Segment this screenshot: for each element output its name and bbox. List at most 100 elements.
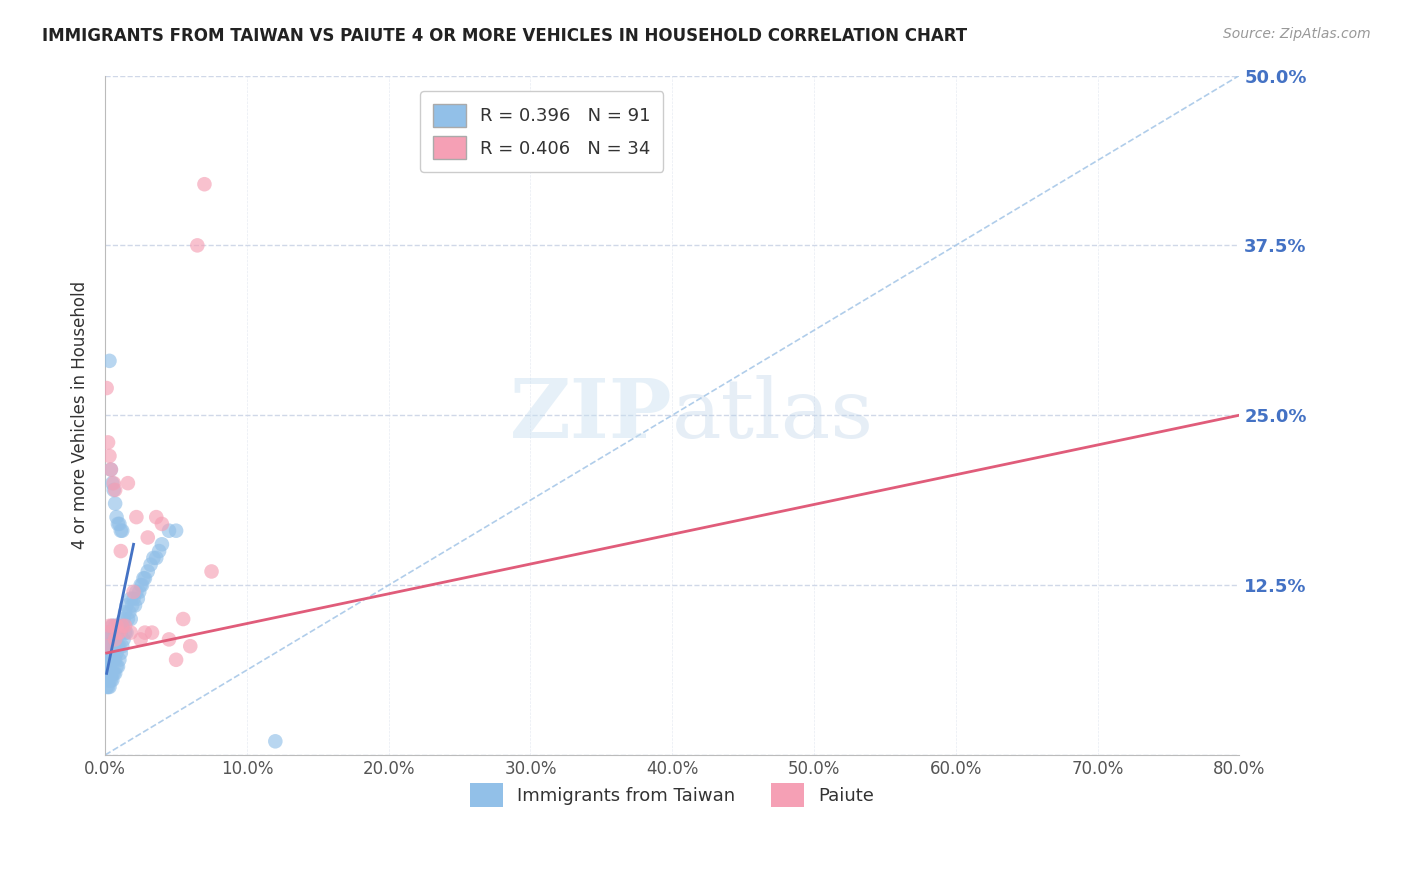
Legend: Immigrants from Taiwan, Paiute: Immigrants from Taiwan, Paiute (463, 776, 882, 814)
Point (105, 646, 128, 660)
Point (125, 585, 148, 599)
Point (131, 578, 153, 592)
Point (122, 585, 145, 599)
Point (129, 578, 152, 592)
Point (165, 524, 187, 538)
Point (97, 625, 120, 640)
Point (101, 653, 124, 667)
Point (107, 516, 129, 531)
Point (101, 619, 124, 633)
Point (97, 666, 120, 681)
Point (111, 619, 134, 633)
Point (111, 619, 134, 633)
Point (104, 666, 127, 681)
Point (100, 462, 122, 476)
Point (115, 599, 138, 613)
Point (100, 639, 122, 653)
Point (98, 673, 121, 688)
Point (104, 639, 127, 653)
Text: Source: ZipAtlas.com: Source: ZipAtlas.com (1223, 27, 1371, 41)
Point (117, 612, 139, 626)
Point (165, 653, 187, 667)
Point (97, 646, 120, 660)
Point (96, 632, 118, 647)
Point (98, 449, 121, 463)
Point (103, 476, 125, 491)
Point (104, 653, 127, 667)
Text: IMMIGRANTS FROM TAIWAN VS PAIUTE 4 OR MORE VEHICLES IN HOUSEHOLD CORRELATION CHA: IMMIGRANTS FROM TAIWAN VS PAIUTE 4 OR MO… (42, 27, 967, 45)
Point (108, 625, 131, 640)
Text: atlas: atlas (672, 376, 875, 455)
Point (127, 591, 149, 606)
Point (112, 632, 135, 647)
Point (193, 178, 215, 192)
Point (98, 680, 121, 694)
Point (98, 659, 121, 673)
Point (98, 639, 121, 653)
Point (98, 653, 121, 667)
Point (110, 625, 132, 640)
Point (134, 625, 156, 640)
Point (111, 639, 134, 653)
Point (142, 550, 165, 565)
Point (136, 565, 159, 579)
Point (101, 476, 124, 491)
Point (125, 510, 148, 524)
Point (105, 659, 128, 673)
Point (139, 558, 162, 572)
Point (110, 544, 132, 558)
Point (145, 510, 167, 524)
Point (264, 734, 287, 748)
Point (104, 619, 127, 633)
Text: ZIP: ZIP (509, 376, 672, 455)
Point (100, 666, 122, 681)
Point (107, 625, 129, 640)
Point (101, 666, 124, 681)
Point (96, 666, 118, 681)
Point (96, 639, 118, 653)
Point (120, 591, 142, 606)
Point (105, 619, 128, 633)
Point (114, 619, 136, 633)
Point (104, 496, 127, 510)
Point (96, 639, 118, 653)
Point (104, 632, 127, 647)
Point (157, 632, 180, 647)
Point (97, 639, 120, 653)
Point (105, 625, 128, 640)
Point (124, 599, 146, 613)
Point (97, 680, 120, 694)
Point (103, 639, 125, 653)
Point (96, 381, 118, 395)
Point (103, 653, 125, 667)
Point (107, 659, 129, 673)
Point (101, 673, 124, 688)
Point (97, 435, 120, 450)
Point (103, 483, 125, 497)
Point (145, 550, 167, 565)
Point (101, 619, 124, 633)
Point (117, 476, 139, 491)
Point (179, 639, 201, 653)
Point (172, 612, 194, 626)
Point (108, 639, 131, 653)
Point (121, 599, 143, 613)
Point (97, 659, 120, 673)
Point (96, 680, 118, 694)
Point (115, 625, 138, 640)
Point (128, 585, 150, 599)
Point (96, 653, 118, 667)
Point (107, 639, 129, 653)
Point (132, 571, 155, 585)
Point (108, 653, 131, 667)
Point (97, 625, 120, 640)
Point (157, 524, 180, 538)
Point (104, 483, 127, 497)
Point (98, 625, 121, 640)
Point (134, 571, 156, 585)
Point (96, 646, 118, 660)
Point (107, 619, 129, 633)
Point (100, 462, 122, 476)
Point (120, 612, 142, 626)
Point (136, 531, 159, 545)
